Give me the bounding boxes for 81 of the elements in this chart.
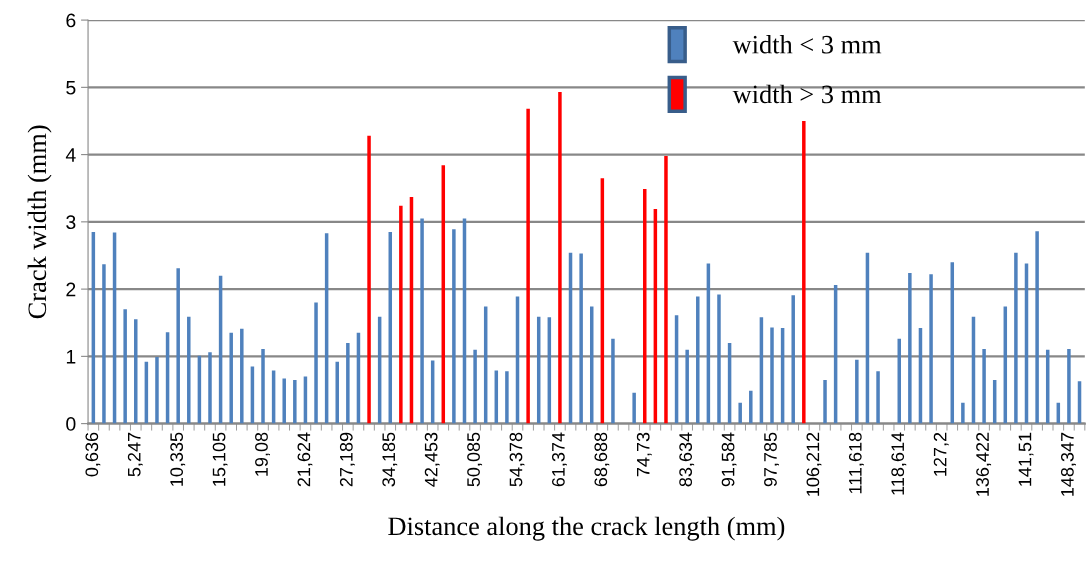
x-tick-label: 27,189 (339, 432, 355, 487)
bar (240, 328, 244, 424)
bar (876, 371, 880, 424)
y-tick-label: 2 (66, 282, 76, 297)
y-axis-title: Crack width (mm) (27, 125, 52, 319)
x-tick-label: 74,73 (636, 432, 652, 477)
bar (961, 402, 965, 424)
bar (420, 218, 424, 424)
bar (632, 392, 636, 424)
bar (399, 205, 403, 424)
bar (749, 390, 753, 424)
x-tick-label: 19,08 (255, 432, 270, 476)
x-tick-label: 10,335 (170, 432, 186, 486)
y-tick-label: 3 (66, 215, 76, 230)
bar (770, 327, 774, 424)
bar (696, 296, 700, 424)
bar (505, 371, 509, 424)
x-tick-label: 83,634 (679, 432, 695, 487)
bar (123, 309, 127, 424)
bar (855, 359, 859, 424)
bar (335, 361, 339, 424)
bar (579, 253, 583, 424)
x-tick-label: 50,085 (467, 432, 483, 487)
bar (261, 348, 265, 424)
x-tick-label: 5,247 (127, 432, 143, 477)
bar (823, 379, 827, 424)
bar (929, 274, 933, 424)
bar (208, 352, 212, 424)
x-tick-label: 141,51 (1018, 432, 1034, 486)
x-tick-label: 34,185 (382, 432, 398, 487)
bar (611, 338, 615, 424)
bar (908, 272, 912, 424)
x-tick-label: 0,636 (85, 432, 101, 477)
x-tick-label: 54,378 (509, 432, 525, 487)
x-tick-label: 91,584 (721, 432, 737, 487)
x-tick-label: 61,374 (551, 432, 567, 487)
y-tick-label: 4 (65, 148, 76, 162)
x-tick-label: 148,347 (1060, 432, 1076, 496)
x-tick-label: 106,212 (806, 432, 822, 496)
bar (176, 268, 180, 424)
bar (717, 294, 721, 424)
x-tick-label: 15,105 (212, 432, 228, 486)
bar (1035, 231, 1039, 424)
x-tick-label: 136,422 (976, 432, 992, 496)
bar (155, 357, 159, 424)
x-axis-title: Distance along the crack length (mm) (388, 516, 785, 541)
bar (346, 342, 350, 424)
bar (187, 316, 191, 424)
bar (643, 188, 647, 424)
bar (802, 120, 806, 424)
y-tick-label: 5 (66, 81, 76, 95)
x-tick-label: 68,688 (594, 432, 610, 487)
bar (452, 229, 456, 424)
x-tick-label: 21,624 (297, 432, 313, 487)
y-tick-label: 1 (66, 350, 76, 364)
x-tick-label: 127,2 (933, 432, 949, 476)
bar (982, 348, 986, 424)
bar (738, 402, 742, 424)
bar (1067, 348, 1071, 424)
x-tick-label: 111,618 (848, 432, 864, 494)
bar (102, 264, 106, 424)
legend-label: width < 3 mm (732, 34, 882, 54)
bar (229, 332, 233, 424)
y-tick-label: 0 (66, 417, 76, 431)
x-tick-label: 97,785 (764, 432, 779, 487)
bar (685, 349, 689, 424)
bar (558, 92, 562, 424)
bar (367, 135, 371, 424)
x-tick-label: 42,453 (424, 432, 440, 487)
y-tick-label: 6 (66, 13, 76, 28)
bar (134, 319, 138, 424)
legend-label: width > 3 mm (732, 84, 882, 104)
bar (473, 349, 477, 424)
bar (293, 379, 297, 424)
bar (1014, 252, 1018, 424)
x-tick-label: 118,614 (891, 432, 907, 495)
bar (526, 108, 530, 424)
bar (791, 295, 795, 424)
bar (282, 378, 286, 424)
bar (314, 302, 318, 424)
bar (664, 155, 668, 424)
